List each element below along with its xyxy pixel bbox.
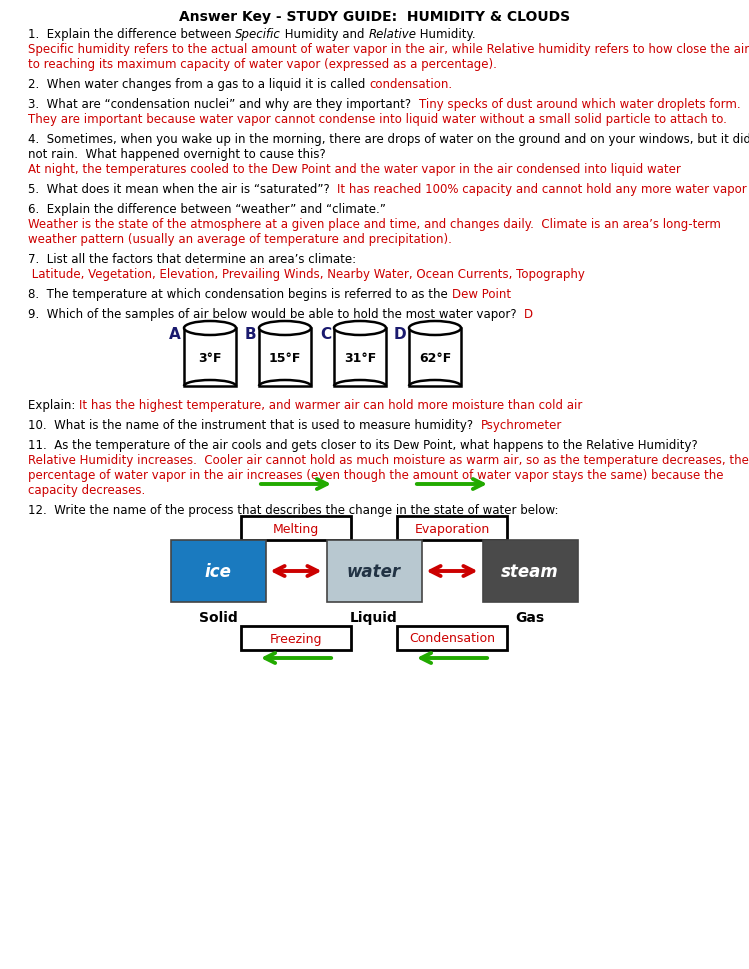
Text: 11.  As the temperature of the air cools and gets closer to its Dew Point, what : 11. As the temperature of the air cools … (28, 439, 698, 452)
Text: water: water (347, 562, 401, 580)
Text: steam: steam (501, 562, 559, 580)
Text: 3.  What are “condensation nuclei” and why are they important?: 3. What are “condensation nuclei” and wh… (28, 98, 419, 110)
Text: 5.  What does it mean when the air is “saturated”?: 5. What does it mean when the air is “sa… (28, 183, 337, 196)
FancyBboxPatch shape (482, 541, 577, 603)
Text: Freezing: Freezing (270, 632, 322, 644)
Text: They are important because water vapor cannot condense into liquid water without: They are important because water vapor c… (28, 112, 727, 126)
FancyBboxPatch shape (397, 516, 507, 541)
Text: 7.  List all the factors that determine an area’s climate:: 7. List all the factors that determine a… (28, 253, 356, 266)
Ellipse shape (409, 322, 461, 335)
Text: Relative Humidity increases.  Cooler air cannot hold as much moisture as warm ai: Relative Humidity increases. Cooler air … (28, 453, 749, 466)
Text: Solid: Solid (198, 610, 237, 624)
Ellipse shape (334, 322, 386, 335)
Text: 10.  What is the name of the instrument that is used to measure humidity?: 10. What is the name of the instrument t… (28, 419, 481, 431)
FancyBboxPatch shape (171, 541, 265, 603)
Text: 6.  Explain the difference between “weather” and “climate.”: 6. Explain the difference between “weath… (28, 203, 386, 216)
Text: Answer Key - STUDY GUIDE:  HUMIDITY & CLOUDS: Answer Key - STUDY GUIDE: HUMIDITY & CLO… (179, 10, 570, 24)
Text: to reaching its maximum capacity of water vapor (expressed as a percentage).: to reaching its maximum capacity of wate… (28, 58, 497, 71)
Text: Tiny specks of dust around which water droplets form.: Tiny specks of dust around which water d… (419, 98, 740, 110)
Text: Humidity and: Humidity and (281, 28, 369, 41)
FancyBboxPatch shape (334, 328, 386, 387)
Text: D: D (524, 308, 533, 321)
Text: C: C (320, 327, 331, 342)
Text: Melting: Melting (273, 522, 319, 535)
Ellipse shape (184, 322, 236, 335)
Text: Specific: Specific (235, 28, 281, 41)
Text: 3°F: 3°F (198, 351, 222, 364)
Text: 9.  Which of the samples of air below would be able to hold the most water vapor: 9. Which of the samples of air below wou… (28, 308, 524, 321)
Text: Evaporation: Evaporation (414, 522, 490, 535)
Ellipse shape (259, 322, 311, 335)
FancyBboxPatch shape (327, 541, 422, 603)
Text: Humidity.: Humidity. (416, 28, 476, 41)
Text: At night, the temperatures cooled to the Dew Point and the water vapor in the ai: At night, the temperatures cooled to the… (28, 163, 681, 175)
Text: Condensation: Condensation (409, 632, 495, 644)
Text: 2.  When water changes from a gas to a liquid it is called: 2. When water changes from a gas to a li… (28, 78, 369, 91)
Text: D: D (393, 327, 406, 342)
Text: Relative: Relative (369, 28, 416, 41)
Text: 15°F: 15°F (269, 351, 301, 364)
Text: 8.  The temperature at which condensation begins is referred to as the: 8. The temperature at which condensation… (28, 288, 452, 300)
Text: capacity decreases.: capacity decreases. (28, 484, 145, 496)
Text: It has reached 100% capacity and cannot hold any more water vapor: It has reached 100% capacity and cannot … (337, 183, 747, 196)
Text: not rain.  What happened overnight to cause this?: not rain. What happened overnight to cau… (28, 148, 326, 161)
Text: 12.  Write the name of the process that describes the change in the state of wat: 12. Write the name of the process that d… (28, 504, 559, 516)
Text: 31°F: 31°F (344, 351, 376, 364)
Text: 4.  Sometimes, when you wake up in the morning, there are drops of water on the : 4. Sometimes, when you wake up in the mo… (28, 133, 749, 146)
Text: Dew Point: Dew Point (452, 288, 511, 300)
Text: A: A (169, 327, 181, 342)
Text: Liquid: Liquid (350, 610, 398, 624)
Text: 1.  Explain the difference between: 1. Explain the difference between (28, 28, 235, 41)
Text: 62°F: 62°F (419, 351, 451, 364)
Text: Psychrometer: Psychrometer (481, 419, 562, 431)
Text: Latitude, Vegetation, Elevation, Prevailing Winds, Nearby Water, Ocean Currents,: Latitude, Vegetation, Elevation, Prevail… (28, 267, 585, 281)
Text: Specific humidity refers to the actual amount of water vapor in the air, while R: Specific humidity refers to the actual a… (28, 43, 749, 56)
Text: weather pattern (usually an average of temperature and precipitation).: weather pattern (usually an average of t… (28, 233, 452, 246)
FancyBboxPatch shape (259, 328, 311, 387)
Text: Gas: Gas (515, 610, 545, 624)
Text: It has the highest temperature, and warmer air can hold more moisture than cold : It has the highest temperature, and warm… (79, 398, 583, 412)
Text: B: B (244, 327, 256, 342)
FancyBboxPatch shape (184, 328, 236, 387)
FancyBboxPatch shape (241, 626, 351, 650)
FancyBboxPatch shape (397, 626, 507, 650)
FancyBboxPatch shape (409, 328, 461, 387)
FancyBboxPatch shape (241, 516, 351, 541)
Text: ice: ice (204, 562, 231, 580)
Text: condensation.: condensation. (369, 78, 452, 91)
Text: Weather is the state of the atmosphere at a given place and time, and changes da: Weather is the state of the atmosphere a… (28, 218, 721, 231)
Text: percentage of water vapor in the air increases (even though the amount of water : percentage of water vapor in the air inc… (28, 469, 724, 482)
Text: Explain:: Explain: (28, 398, 79, 412)
